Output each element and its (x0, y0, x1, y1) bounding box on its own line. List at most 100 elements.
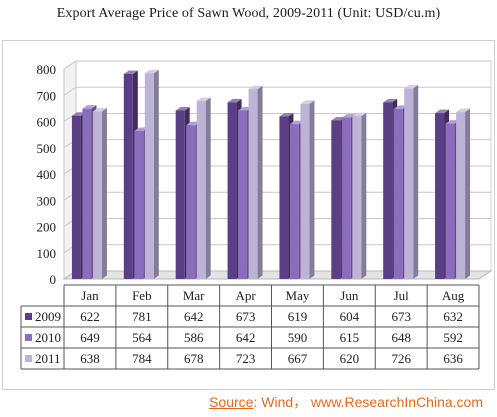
gridline (63, 60, 491, 70)
bar (227, 102, 237, 280)
data-label: 667 (288, 351, 308, 366)
bar (456, 112, 466, 279)
x-tick-label: Apr (235, 288, 256, 303)
x-tick-label: Feb (132, 288, 152, 303)
bar-side (309, 100, 315, 279)
bar (341, 117, 351, 279)
bar (404, 88, 414, 279)
y-tick-label: 0 (50, 272, 57, 287)
y-tick-label: 600 (37, 115, 57, 130)
data-label: 590 (288, 330, 308, 345)
data-label: 592 (443, 330, 463, 345)
y-tick-label: 800 (37, 62, 57, 77)
data-label: 678 (184, 351, 204, 366)
bar (123, 73, 133, 279)
bar-top (404, 84, 419, 89)
data-label: 781 (132, 309, 152, 324)
bar-top (383, 98, 398, 103)
bar (144, 73, 154, 279)
y-tick-label: 300 (37, 193, 57, 208)
bar-side (465, 108, 471, 279)
bar (300, 103, 310, 279)
bar-top (175, 106, 190, 111)
bar (82, 108, 92, 279)
bar-top (196, 97, 211, 102)
y-tick-label: 700 (37, 88, 57, 103)
bar-top (248, 85, 263, 90)
bar (393, 108, 403, 280)
x-tick-label: May (286, 288, 310, 303)
bar-top (456, 108, 471, 113)
legend-key (25, 334, 32, 341)
data-label: 632 (443, 309, 463, 324)
bar-top (279, 113, 294, 117)
data-label: 619 (288, 309, 308, 324)
data-label: 673 (391, 309, 411, 324)
bar-side (361, 112, 367, 279)
data-label: 620 (340, 351, 360, 366)
data-label: 615 (340, 330, 360, 345)
data-label: 638 (80, 351, 100, 366)
bar-side (205, 97, 211, 280)
chart-svg: 0 100 200 300 400 500 600 700 800 Jan Feb Mar Apr May… (20, 60, 493, 370)
data-label: 636 (443, 351, 463, 366)
x-tick-label: Jun (340, 288, 359, 303)
x-tick-label: Mar (183, 288, 205, 303)
bar (175, 110, 185, 279)
bar (289, 124, 299, 279)
bar (435, 113, 445, 279)
bar (445, 123, 455, 279)
x-tick-label: Aug (442, 288, 465, 303)
bar (92, 111, 102, 280)
bar-top (352, 112, 367, 117)
y-tick-label: 500 (37, 141, 57, 156)
bar-top (435, 109, 450, 114)
bar-top (341, 114, 356, 118)
legend-key (25, 313, 32, 320)
data-label: 604 (340, 309, 360, 324)
source-label: Source (209, 394, 254, 410)
data-label: 723 (236, 351, 256, 366)
bar-side (413, 84, 419, 279)
legend-label: 2009 (35, 309, 61, 324)
bar-top (227, 98, 242, 103)
data-label: 586 (184, 330, 204, 345)
chart-title: Export Average Price of Sawn Wood, 2009-… (56, 6, 441, 21)
data-label: 642 (236, 330, 256, 345)
bar (71, 115, 81, 279)
data-label: 564 (132, 330, 152, 345)
bar-top (300, 100, 315, 104)
y-tick-label: 400 (37, 167, 57, 182)
bar (352, 116, 362, 279)
data-label: 649 (80, 330, 100, 345)
chart-frame: 0 100 200 300 400 500 600 700 800 Jan Feb Mar Apr May… (2, 40, 495, 390)
data-label: 726 (391, 351, 411, 366)
gridline (63, 86, 491, 96)
bar (331, 120, 341, 279)
data-label: 673 (236, 309, 256, 324)
bar-side (101, 108, 107, 280)
bar-side (257, 85, 263, 280)
data-label: 648 (391, 330, 411, 345)
data-label: 622 (80, 309, 100, 324)
source-text: : Wind， www.ResearchInChina.com (253, 394, 483, 410)
legend-label: 2010 (35, 330, 61, 345)
bar-top (123, 70, 138, 74)
x-tick-label: Jan (81, 288, 99, 303)
bar (196, 101, 206, 280)
bar-side (153, 69, 159, 279)
bar (186, 125, 196, 279)
bar (238, 110, 248, 279)
x-tick-label: Jul (394, 288, 410, 303)
legend-label: 2011 (35, 351, 61, 366)
source-note: Source: Wind， www.ResearchInChina.com (209, 392, 483, 412)
bar (134, 130, 144, 279)
bar-top (144, 69, 159, 74)
legend-key (25, 355, 32, 362)
bar-top (92, 108, 107, 112)
y-tick-label: 100 (37, 246, 57, 261)
y-tick-label: 200 (37, 220, 57, 235)
data-label: 642 (184, 309, 204, 324)
data-label: 784 (132, 351, 152, 366)
bar (248, 89, 258, 280)
